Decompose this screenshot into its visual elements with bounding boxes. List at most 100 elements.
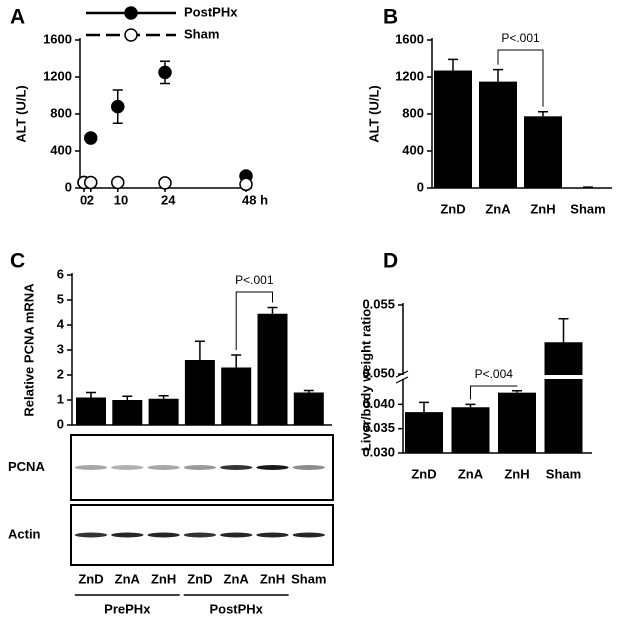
significance-label: P<.004: [475, 367, 514, 381]
panel-label: B: [383, 6, 398, 29]
bar: [544, 342, 583, 453]
blot-band: [220, 465, 253, 470]
y-tick-label: 1600: [43, 31, 72, 46]
blot-band: [292, 532, 325, 538]
legend-label: PostPHx: [184, 4, 238, 19]
x-tick-label: ZnD: [78, 571, 103, 586]
error-bar: [194, 340, 205, 360]
data-point: [239, 177, 253, 192]
blot-label: PCNA: [8, 459, 45, 474]
blot-band: [74, 465, 108, 470]
x-tick-label: ZnH: [151, 571, 176, 586]
error-bar: [86, 391, 96, 398]
y-tick-label: 1200: [43, 68, 72, 83]
data-point: [158, 176, 172, 190]
y-tick-label: 1: [57, 391, 64, 406]
x-tick-label: Sham: [546, 466, 581, 481]
x-tick-label: 24: [161, 192, 176, 207]
y-tick-label: 0.030: [362, 444, 395, 459]
blot-frame: [70, 434, 334, 501]
y-tick-label: 0.050: [362, 365, 395, 380]
blot-band: [111, 465, 144, 470]
bar: [479, 81, 517, 188]
data-point: [111, 99, 125, 114]
error-bar: [538, 110, 548, 117]
error-bar: [465, 403, 476, 408]
y-tick-label: 0.040: [362, 396, 395, 411]
x-tick-label: ZnA: [115, 571, 141, 586]
x-tick-label: Sham: [570, 201, 605, 216]
blot-band: [111, 532, 144, 538]
bar: [434, 70, 472, 188]
x-tick-label: Sham: [291, 571, 326, 586]
significance-label: P<.001: [235, 273, 274, 287]
bar: [451, 407, 490, 453]
x-tick-label: ZnD: [440, 201, 465, 216]
x-tick-label: ZnD: [187, 571, 212, 586]
bar: [498, 392, 536, 453]
bar: [76, 397, 106, 425]
error-bar: [158, 395, 169, 399]
data-point: [111, 175, 125, 190]
bar: [524, 116, 562, 188]
blot-band: [147, 532, 180, 538]
x-tick-label: ZnA: [224, 571, 250, 586]
error-bar: [558, 318, 569, 343]
significance-bracket: [235, 291, 273, 350]
legend-label: Sham: [184, 26, 219, 41]
blot-band: [256, 532, 289, 538]
y-tick-label: 0: [65, 179, 72, 194]
x-tick-label: 10: [114, 192, 128, 207]
y-axis-label: ALT (U/L): [13, 85, 28, 143]
blot-band: [147, 465, 180, 470]
error-bar: [122, 395, 133, 400]
group-label: PrePHx: [104, 601, 151, 616]
group-label: PostPHx: [209, 601, 263, 616]
y-tick-label: 400: [50, 142, 72, 157]
axis-break-mark: [395, 376, 409, 384]
panel-label: D: [383, 250, 398, 273]
error-bar: [493, 68, 503, 82]
bar: [112, 400, 143, 425]
error-bar: [419, 401, 429, 413]
bar: [405, 412, 443, 453]
y-tick-label: 800: [50, 105, 72, 120]
y-tick-label: 0: [57, 416, 64, 431]
data-point: [84, 131, 98, 145]
significance-bracket: [470, 385, 518, 400]
y-axis-label: ALT (U/L): [366, 85, 381, 143]
y-axis-label: Relative PCNA mRNA: [21, 283, 36, 417]
y-tick-label: 5: [57, 291, 64, 306]
x-tick-label: ZnD: [411, 466, 436, 481]
blot-band: [220, 532, 253, 538]
error-bar: [512, 389, 522, 393]
y-tick-label: 2: [57, 366, 64, 381]
bar: [221, 367, 252, 425]
axis-break-mark: [395, 370, 409, 378]
x-tick-label: ZnH: [530, 201, 555, 216]
axis-break-gap: [397, 375, 407, 379]
x-tick-label: 0: [80, 192, 87, 207]
y-tick-label: 800: [402, 105, 424, 120]
blot-band: [183, 465, 217, 470]
bar: [148, 398, 179, 425]
error-bar: [448, 58, 458, 71]
bar: [184, 360, 215, 425]
legend-marker: [124, 6, 138, 20]
y-tick-label: 0: [417, 179, 424, 194]
y-tick-label: 0.055: [362, 296, 395, 311]
x-tick-label: 2: [87, 192, 94, 207]
significance-bracket: [497, 49, 544, 107]
error-bar: [231, 354, 242, 368]
error-bar: [303, 389, 314, 393]
bar: [293, 392, 324, 425]
y-tick-label: 3: [57, 341, 64, 356]
y-tick-label: 6: [57, 266, 64, 281]
x-tick-label: ZnH: [504, 466, 529, 481]
y-tick-label: 400: [402, 142, 424, 157]
significance-label: P<.001: [501, 31, 540, 45]
blot-band: [256, 465, 289, 470]
blot-band: [74, 532, 108, 538]
y-tick-label: 4: [57, 316, 65, 331]
